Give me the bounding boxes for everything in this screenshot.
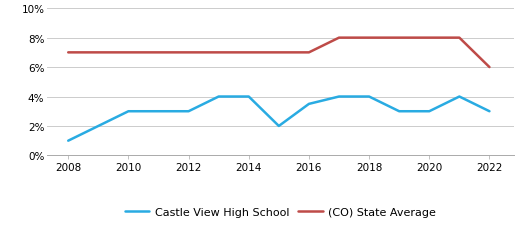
Line: Castle View High School: Castle View High School — [68, 97, 489, 141]
Castle View High School — [276, 125, 282, 128]
(CO) State Average — [276, 52, 282, 55]
(CO) State Average — [396, 37, 402, 40]
(CO) State Average — [336, 37, 342, 40]
(CO) State Average — [306, 52, 312, 55]
Castle View High School — [246, 96, 252, 98]
(CO) State Average — [65, 52, 71, 55]
Castle View High School — [426, 110, 432, 113]
(CO) State Average — [426, 37, 432, 40]
Castle View High School — [396, 110, 402, 113]
Castle View High School — [306, 103, 312, 106]
Legend: Castle View High School, (CO) State Average: Castle View High School, (CO) State Aver… — [121, 202, 440, 221]
Castle View High School — [336, 96, 342, 98]
(CO) State Average — [246, 52, 252, 55]
(CO) State Average — [456, 37, 463, 40]
Castle View High School — [65, 140, 71, 142]
Castle View High School — [486, 110, 493, 113]
(CO) State Average — [486, 66, 493, 69]
Castle View High School — [215, 96, 222, 98]
Line: (CO) State Average: (CO) State Average — [68, 38, 489, 68]
(CO) State Average — [125, 52, 132, 55]
(CO) State Average — [366, 37, 372, 40]
(CO) State Average — [215, 52, 222, 55]
Castle View High School — [456, 96, 463, 98]
Castle View High School — [366, 96, 372, 98]
Castle View High School — [185, 110, 192, 113]
(CO) State Average — [185, 52, 192, 55]
Castle View High School — [125, 110, 132, 113]
